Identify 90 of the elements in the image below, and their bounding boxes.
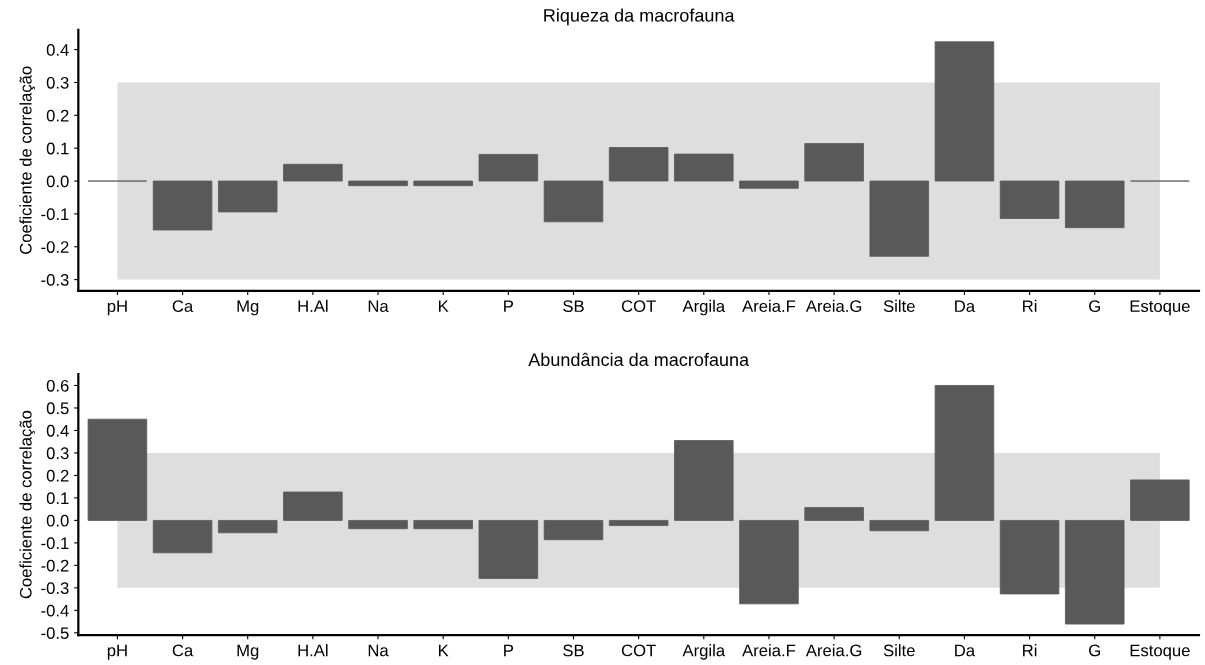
bar	[1064, 519, 1125, 625]
x-tick-label: Areia.F	[742, 644, 796, 657]
y-tick-label: 0.2	[46, 469, 69, 482]
y-tick-label: 0.0	[46, 175, 69, 188]
bar	[804, 507, 864, 521]
bar	[543, 519, 604, 541]
x-tick-label: Na	[368, 300, 389, 313]
bar	[739, 519, 799, 605]
x-tick-label: Argila	[682, 644, 726, 660]
bar	[739, 180, 799, 189]
x-tick-label: G	[1089, 644, 1100, 657]
x-tick-label: SB	[563, 300, 584, 313]
bar	[87, 418, 148, 521]
x-tick-label: Estoque	[1130, 300, 1190, 316]
bar	[934, 41, 995, 182]
bar	[413, 180, 473, 187]
x-tick-label: Mg	[237, 644, 259, 660]
chart-title: Abundância da macrofauna	[528, 352, 750, 367]
bar	[478, 154, 539, 182]
bar	[934, 385, 995, 521]
y-tick-label: -0.4	[41, 604, 69, 617]
bar	[869, 519, 930, 532]
y-axis-title: Coeficiente de correlação	[19, 410, 36, 599]
bar	[608, 147, 669, 182]
x-tick-label: Argila	[682, 299, 726, 316]
x-tick-label: Areia.F	[742, 299, 796, 313]
bar	[478, 519, 539, 579]
y-tick-label: -0.1	[41, 537, 69, 550]
y-tick-label: -0.1	[41, 208, 69, 221]
y-tick-label: 0.2	[46, 109, 69, 122]
x-tick-label: Da	[955, 300, 976, 313]
y-tick-label: 0.6	[46, 379, 69, 392]
y-tick-label: -0.2	[41, 559, 69, 572]
x-tick-label: Ri	[1023, 644, 1037, 657]
x-tick-label: K	[439, 300, 449, 312]
x-tick-label: pH	[107, 644, 127, 660]
bar	[152, 519, 213, 554]
x-tick-label: H.Al	[298, 299, 328, 312]
x-tick-label: Mg	[237, 300, 259, 316]
bar	[674, 440, 734, 521]
x-tick-label: Da	[955, 644, 976, 657]
y-tick-label: -0.3	[41, 274, 69, 286]
x-tick-label: Estoque	[1130, 644, 1190, 660]
y-tick-label: 0.4	[46, 44, 69, 56]
x-tick-label: P	[504, 300, 514, 312]
y-tick-label: -0.3	[41, 582, 69, 595]
x-tick-label: Ca	[172, 644, 194, 657]
bar	[217, 519, 278, 534]
chart-title: Riqueza da macrofauna	[544, 8, 735, 26]
bar	[283, 491, 343, 521]
x-tick-label: G	[1089, 300, 1100, 313]
bar	[348, 519, 408, 530]
x-tick-label: Ri	[1023, 299, 1037, 312]
x-tick-label: Areia.G	[805, 299, 862, 313]
bar	[283, 163, 343, 182]
x-tick-label: COT	[621, 300, 656, 313]
y-tick-label: 0.0	[46, 514, 69, 527]
x-tick-label: pH	[107, 300, 127, 316]
bar	[999, 180, 1060, 219]
bar	[804, 143, 864, 182]
y-tick-label: 0.3	[46, 447, 69, 460]
bar	[674, 153, 734, 182]
x-tick-label: P	[504, 644, 514, 657]
bar	[869, 180, 930, 257]
x-tick-label: Ca	[172, 300, 194, 313]
x-tick-label: Na	[368, 644, 389, 657]
y-tick-label: -0.2	[41, 241, 69, 253]
y-tick-label: 0.4	[46, 424, 69, 437]
y-tick-label: 0.5	[46, 402, 69, 415]
x-tick-label: Areia.G	[805, 644, 862, 657]
bar	[999, 519, 1060, 595]
x-tick-label: Silte	[883, 644, 915, 657]
bar	[348, 180, 408, 187]
bar	[1130, 479, 1190, 521]
bar	[152, 180, 213, 231]
x-tick-label: COT	[621, 644, 656, 657]
y-tick-label: 0.1	[46, 142, 69, 155]
bar	[217, 180, 278, 213]
bar	[543, 180, 604, 223]
x-tick-label: K	[439, 644, 449, 657]
bar	[1064, 180, 1125, 229]
x-tick-label: SB	[563, 644, 584, 657]
bar	[608, 519, 669, 526]
y-axis-title: Coeficiente de correlação	[19, 66, 36, 254]
y-tick-label: -0.5	[41, 627, 69, 640]
y-tick-label: 0.3	[46, 76, 69, 89]
x-tick-label: Silte	[883, 299, 915, 313]
bar	[413, 519, 473, 530]
x-tick-label: H.Al	[298, 644, 328, 657]
y-tick-label: 0.1	[46, 492, 69, 505]
